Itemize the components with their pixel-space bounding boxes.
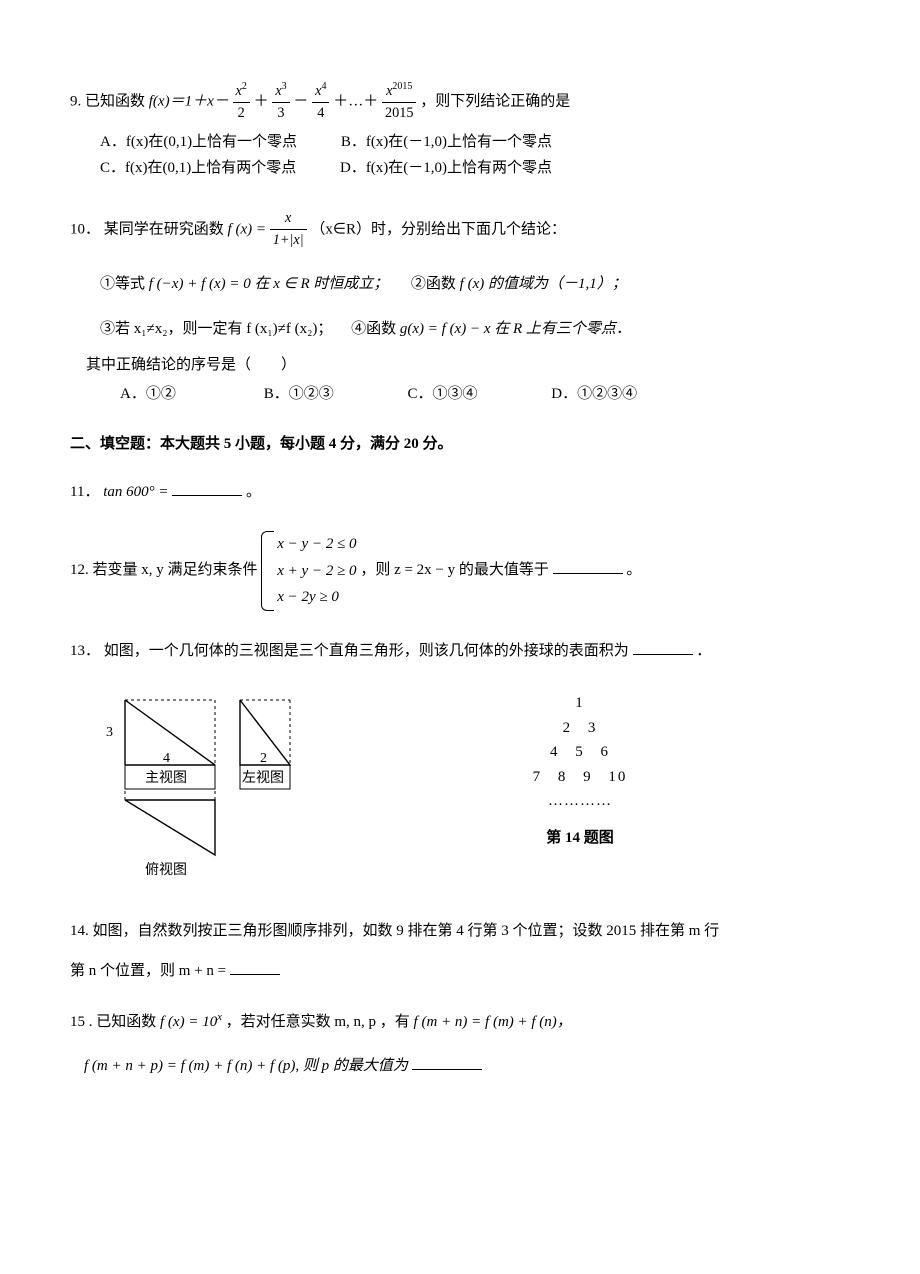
q12-number: 12. [70,562,89,578]
q15-blank [412,1054,482,1070]
q13-blank [633,639,693,655]
question-11: 11． tan 600° = 。 [70,480,850,504]
three-view-figure: 3 4 2 主视图 左视图 俯视图 [100,690,320,900]
q9-term5: x2015 2015 [382,80,417,125]
section-2-heading: 二、填空题：本大题共 5 小题，每小题 4 分，满分 20 分。 [70,433,850,456]
q10-ask: 其中正确结论的序号是（ ） [86,354,850,377]
q9-tail: ，则下列结论正确的是 [420,94,570,110]
question-9: 9. 已知函数 f(x)＝1＋x－ x2 2 ＋ x3 3 － x4 4 ＋…＋… [70,80,850,180]
fig14-caption: 第 14 题图 [480,827,680,850]
q9-options: A．f(x)在(0,1)上恰有一个零点 B．f(x)在(－1,0)上恰有一个零点… [100,131,850,180]
q9-opt-c: C．f(x)在(0,1)上恰有两个零点 [100,157,296,180]
q9-term4: x4 4 [312,80,329,125]
q9-opt-d: D．f(x)在(－1,0)上恰有两个零点 [340,157,552,180]
q10-frac: x 1+|x| [270,208,307,252]
question-15: 15 . 已知函数 f (x) = 10x ，若对任意实数 m, n, p ，有… [70,1010,850,1077]
q12-blank [553,558,623,574]
q9-fx: f(x)＝1＋x－ [149,94,229,110]
q12-system: x − y − 2 ≤ 0 x + y − 2 ≥ 0 x − 2y ≥ 0 [261,531,356,611]
q9-term2: x2 2 [233,80,250,125]
question-12: 12. 若变量 x, y 满足约束条件 x − y − 2 ≤ 0 x + y … [70,531,850,611]
q10-number: 10． [70,221,100,237]
q10-opt-c: C．①③④ [408,383,548,406]
q9-number: 9. [70,94,81,110]
figure-row: 3 4 2 主视图 左视图 俯视图 1 2 3 4 5 6 7 8 9 10 …… [100,690,850,900]
q11-blank [172,480,242,496]
question-14: 14. 如图，自然数列按正三角形图顺序排列，如数 9 排在第 4 行第 3 个位… [70,920,850,982]
q10-opt-b: B．①②③ [264,383,404,406]
three-view-svg [100,690,320,900]
q14-blank [230,959,280,975]
q15-number: 15 . [70,1014,93,1030]
q9-opt-a: A．f(x)在(0,1)上恰有一个零点 [100,131,297,154]
q10-opt-a: A．①② [120,383,260,406]
q14-number: 14. [70,923,89,939]
q9-opt-b: B．f(x)在(－1,0)上恰有一个零点 [341,131,552,154]
question-10: 10． 某同学在研究函数 f (x) = x 1+|x| （x∈R）时，分别给出… [70,208,850,406]
q9-lead: 已知函数 [85,94,145,110]
q13-number: 13． [70,643,100,659]
number-pyramid: 1 2 3 4 5 6 7 8 9 10 ………… 第 14 题图 [480,690,680,849]
q9-term3: x3 3 [272,80,289,125]
question-13: 13． 如图，一个几何体的三视图是三个直角三角形，则该几何体的外接球的表面积为 … [70,639,850,663]
q11-number: 11． [70,484,99,500]
q10-opt-d: D．①②③④ [551,383,691,406]
